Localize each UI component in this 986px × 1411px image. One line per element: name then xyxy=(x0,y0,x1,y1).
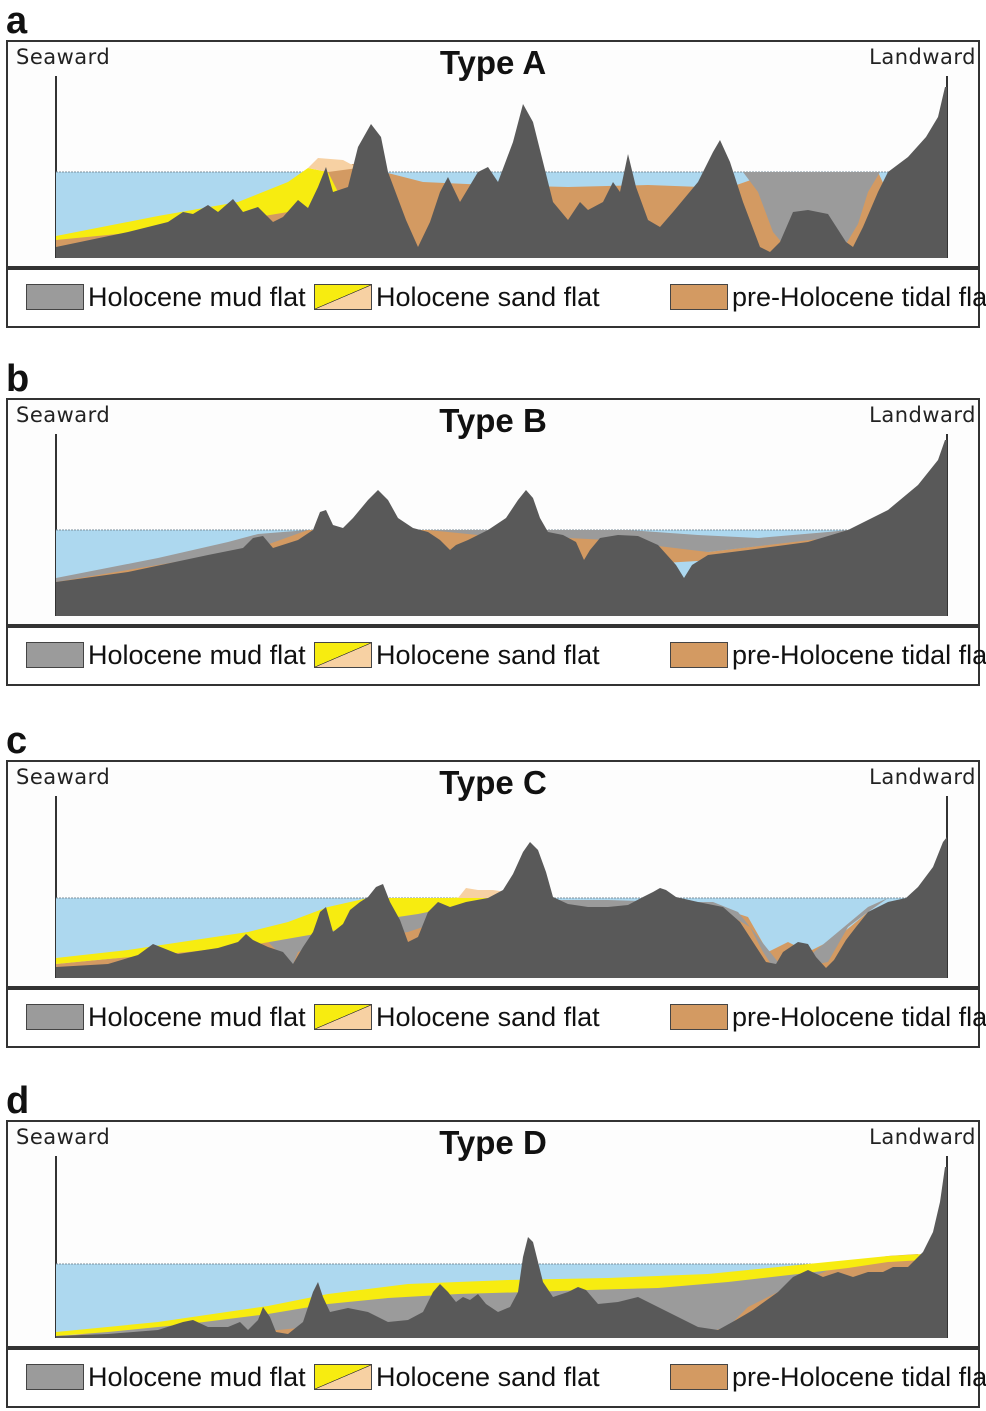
mud-flat-swatch xyxy=(26,284,84,310)
landward-label: Landward xyxy=(869,403,976,427)
legend-label-pre: pre-Holocene tidal flat xyxy=(732,281,986,312)
seaward-label: Seaward xyxy=(16,45,111,69)
legend-a: Holocene mud flat Holocene sand flat pre… xyxy=(6,268,986,328)
legend-label-pre: pre-Holocene tidal flat xyxy=(732,1001,986,1032)
legend-label-pre: pre-Holocene tidal flat xyxy=(732,1361,986,1392)
legend-d: Holocene mud flat Holocene sand flat pre… xyxy=(6,1348,986,1408)
mud-flat-swatch xyxy=(26,1004,84,1030)
profile-panel-a: Seaward Landward Type A xyxy=(6,40,980,268)
panel-letter-b: b xyxy=(6,358,30,400)
bedrock xyxy=(56,87,947,258)
legend-item-sand: Holocene sand flat xyxy=(314,1001,600,1033)
legend-b: Holocene mud flat Holocene sand flat pre… xyxy=(6,626,986,686)
holocene-sand-flat xyxy=(56,168,338,240)
legend-item-pre: pre-Holocene tidal flat xyxy=(670,1361,986,1393)
pre-holocene-swatch xyxy=(670,642,728,668)
cross-section-d xyxy=(55,1156,948,1338)
bedrock xyxy=(56,440,947,616)
mud-flat-swatch xyxy=(26,642,84,668)
type-title: Type C xyxy=(439,764,547,801)
sand-flat-swatch xyxy=(314,284,372,310)
legend-item-sand: Holocene sand flat xyxy=(314,1361,600,1393)
holocene-sand-flat-light xyxy=(308,158,358,172)
sand-flat-swatch xyxy=(314,642,372,668)
landward-label: Landward xyxy=(869,1125,976,1149)
panel-letter-a: a xyxy=(6,0,28,42)
pre-holocene-swatch xyxy=(670,1364,728,1390)
cross-section-b xyxy=(55,434,948,616)
holocene-sand-flat xyxy=(56,1254,923,1336)
landward-label: Landward xyxy=(869,765,976,789)
legend-item-sand: Holocene sand flat xyxy=(314,281,600,313)
legend-item-mud: Holocene mud flat xyxy=(26,281,306,313)
holocene-sand-flat xyxy=(56,896,528,964)
legend-item-mud: Holocene mud flat xyxy=(26,1001,306,1033)
cross-section-a xyxy=(55,76,948,258)
legend-item-pre: pre-Holocene tidal flat xyxy=(670,1001,986,1033)
type-title: Type B xyxy=(439,402,547,439)
profile-panel-d: Seaward Landward Type D xyxy=(6,1120,980,1348)
pre-holocene-swatch xyxy=(670,284,728,310)
legend-label-mud: Holocene mud flat xyxy=(88,639,306,670)
legend-item-mud: Holocene mud flat xyxy=(26,1361,306,1393)
legend-label-mud: Holocene mud flat xyxy=(88,281,306,312)
legend-item-pre: pre-Holocene tidal flat xyxy=(670,281,986,313)
panel-letter-d: d xyxy=(6,1080,30,1122)
profile-panel-b: Seaward Landward Type B xyxy=(6,398,980,626)
mud-flat-swatch xyxy=(26,1364,84,1390)
legend-label-pre: pre-Holocene tidal flat xyxy=(732,639,986,670)
bedrock xyxy=(56,837,947,978)
legend-label-sand: Holocene sand flat xyxy=(376,281,600,312)
holocene-mud-flat xyxy=(56,530,308,582)
sand-flat-swatch xyxy=(314,1364,372,1390)
profile-panel-c: Seaward Landward Type C xyxy=(6,760,980,988)
sand-flat-swatch xyxy=(314,1004,372,1030)
legend-item-mud: Holocene mud flat xyxy=(26,639,306,671)
pre-holocene-swatch xyxy=(670,1004,728,1030)
legend-label-mud: Holocene mud flat xyxy=(88,1361,306,1392)
bedrock xyxy=(56,1167,947,1338)
landward-label: Landward xyxy=(869,45,976,69)
type-title: Type D xyxy=(439,1124,547,1161)
panel-letter-c: c xyxy=(6,720,28,762)
type-title: Type A xyxy=(439,44,547,81)
seaward-label: Seaward xyxy=(16,1125,111,1149)
legend-label-sand: Holocene sand flat xyxy=(376,1361,600,1392)
legend-c: Holocene mud flat Holocene sand flat pre… xyxy=(6,988,986,1048)
legend-label-mud: Holocene mud flat xyxy=(88,1001,306,1032)
legend-label-sand: Holocene sand flat xyxy=(376,1001,600,1032)
seaward-label: Seaward xyxy=(16,765,111,789)
cross-section-c xyxy=(55,796,948,978)
seaward-label: Seaward xyxy=(16,403,111,427)
legend-item-pre: pre-Holocene tidal flat xyxy=(670,639,986,671)
legend-item-sand: Holocene sand flat xyxy=(314,639,600,671)
legend-label-sand: Holocene sand flat xyxy=(376,639,600,670)
